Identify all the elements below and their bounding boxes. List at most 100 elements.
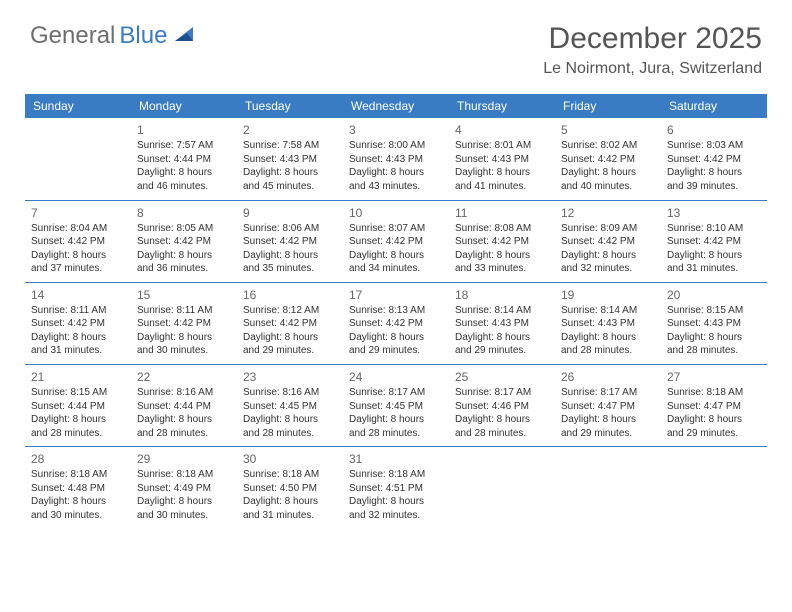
sunset-text: Sunset: 4:42 PM	[137, 317, 231, 331]
day-number: 10	[349, 205, 443, 221]
daylight-text: Daylight: 8 hours	[561, 166, 655, 180]
daylight-text: and 28 minutes.	[137, 427, 231, 441]
daylight-text: and 40 minutes.	[561, 180, 655, 194]
sunrise-text: Sunrise: 8:18 AM	[31, 468, 125, 482]
day-number: 14	[31, 287, 125, 303]
daylight-text: and 30 minutes.	[31, 509, 125, 523]
daylight-text: Daylight: 8 hours	[349, 249, 443, 263]
sunrise-text: Sunrise: 8:09 AM	[561, 222, 655, 236]
sunset-text: Sunset: 4:44 PM	[137, 153, 231, 167]
sunrise-text: Sunrise: 8:04 AM	[31, 222, 125, 236]
day-cell: 3Sunrise: 8:00 AMSunset: 4:43 PMDaylight…	[343, 118, 449, 200]
day-cell: 12Sunrise: 8:09 AMSunset: 4:42 PMDayligh…	[555, 200, 661, 282]
day-cell: 14Sunrise: 8:11 AMSunset: 4:42 PMDayligh…	[25, 282, 131, 364]
day-cell: 10Sunrise: 8:07 AMSunset: 4:42 PMDayligh…	[343, 200, 449, 282]
daylight-text: and 29 minutes.	[349, 344, 443, 358]
day-cell: 15Sunrise: 8:11 AMSunset: 4:42 PMDayligh…	[131, 282, 237, 364]
day-number: 6	[667, 122, 761, 138]
daylight-text: and 45 minutes.	[243, 180, 337, 194]
sunset-text: Sunset: 4:43 PM	[349, 153, 443, 167]
sunrise-text: Sunrise: 8:11 AM	[31, 304, 125, 318]
day-number: 8	[137, 205, 231, 221]
daylight-text: and 32 minutes.	[561, 262, 655, 276]
sunrise-text: Sunrise: 8:18 AM	[667, 386, 761, 400]
sunrise-text: Sunrise: 8:15 AM	[31, 386, 125, 400]
brand-word1: General	[30, 22, 115, 50]
daylight-text: and 28 minutes.	[667, 344, 761, 358]
sunrise-text: Sunrise: 8:05 AM	[137, 222, 231, 236]
daylight-text: Daylight: 8 hours	[667, 166, 761, 180]
sunset-text: Sunset: 4:43 PM	[455, 317, 549, 331]
day-cell: 22Sunrise: 8:16 AMSunset: 4:44 PMDayligh…	[131, 364, 237, 446]
month-title: December 2025	[543, 22, 762, 56]
daylight-text: and 29 minutes.	[667, 427, 761, 441]
daylight-text: Daylight: 8 hours	[137, 495, 231, 509]
daylight-text: and 30 minutes.	[137, 509, 231, 523]
daylight-text: and 31 minutes.	[243, 509, 337, 523]
brand-word2: Blue	[119, 22, 167, 50]
day-number: 1	[137, 122, 231, 138]
day-number: 26	[561, 369, 655, 385]
daylight-text: Daylight: 8 hours	[667, 413, 761, 427]
day-number: 27	[667, 369, 761, 385]
day-number: 20	[667, 287, 761, 303]
sunrise-text: Sunrise: 8:14 AM	[561, 304, 655, 318]
sunrise-text: Sunrise: 8:17 AM	[455, 386, 549, 400]
day-cell: 9Sunrise: 8:06 AMSunset: 4:42 PMDaylight…	[237, 200, 343, 282]
daylight-text: Daylight: 8 hours	[349, 331, 443, 345]
daylight-text: and 29 minutes.	[561, 427, 655, 441]
day-number: 7	[31, 205, 125, 221]
sunrise-text: Sunrise: 8:18 AM	[137, 468, 231, 482]
sunset-text: Sunset: 4:43 PM	[667, 317, 761, 331]
weekday-header: Thursday	[449, 94, 555, 118]
daylight-text: Daylight: 8 hours	[243, 331, 337, 345]
daylight-text: Daylight: 8 hours	[561, 331, 655, 345]
day-number: 23	[243, 369, 337, 385]
sunrise-text: Sunrise: 8:18 AM	[349, 468, 443, 482]
sunrise-text: Sunrise: 8:12 AM	[243, 304, 337, 318]
sunset-text: Sunset: 4:48 PM	[31, 482, 125, 496]
sunrise-text: Sunrise: 8:17 AM	[561, 386, 655, 400]
daylight-text: and 31 minutes.	[31, 344, 125, 358]
day-cell: 30Sunrise: 8:18 AMSunset: 4:50 PMDayligh…	[237, 447, 343, 529]
day-number: 22	[137, 369, 231, 385]
day-number: 29	[137, 451, 231, 467]
daylight-text: and 43 minutes.	[349, 180, 443, 194]
day-cell: 7Sunrise: 8:04 AMSunset: 4:42 PMDaylight…	[25, 200, 131, 282]
daylight-text: Daylight: 8 hours	[455, 331, 549, 345]
daylight-text: Daylight: 8 hours	[243, 495, 337, 509]
sunset-text: Sunset: 4:43 PM	[243, 153, 337, 167]
sunset-text: Sunset: 4:51 PM	[349, 482, 443, 496]
sunrise-text: Sunrise: 8:02 AM	[561, 139, 655, 153]
daylight-text: Daylight: 8 hours	[667, 249, 761, 263]
brand-logo: GeneralBlue	[30, 22, 195, 50]
daylight-text: and 39 minutes.	[667, 180, 761, 194]
day-number: 11	[455, 205, 549, 221]
sunset-text: Sunset: 4:42 PM	[137, 235, 231, 249]
day-number: 24	[349, 369, 443, 385]
daylight-text: and 28 minutes.	[561, 344, 655, 358]
day-cell	[661, 447, 767, 529]
day-cell: 27Sunrise: 8:18 AMSunset: 4:47 PMDayligh…	[661, 364, 767, 446]
sunset-text: Sunset: 4:49 PM	[137, 482, 231, 496]
day-cell: 17Sunrise: 8:13 AMSunset: 4:42 PMDayligh…	[343, 282, 449, 364]
daylight-text: and 46 minutes.	[137, 180, 231, 194]
day-cell	[449, 447, 555, 529]
sunrise-text: Sunrise: 8:14 AM	[455, 304, 549, 318]
day-cell: 24Sunrise: 8:17 AMSunset: 4:45 PMDayligh…	[343, 364, 449, 446]
daylight-text: and 29 minutes.	[455, 344, 549, 358]
day-cell: 20Sunrise: 8:15 AMSunset: 4:43 PMDayligh…	[661, 282, 767, 364]
daylight-text: Daylight: 8 hours	[31, 331, 125, 345]
day-cell: 23Sunrise: 8:16 AMSunset: 4:45 PMDayligh…	[237, 364, 343, 446]
title-block: December 2025 Le Noirmont, Jura, Switzer…	[543, 22, 762, 78]
daylight-text: Daylight: 8 hours	[31, 249, 125, 263]
daylight-text: and 29 minutes.	[243, 344, 337, 358]
sunset-text: Sunset: 4:42 PM	[31, 235, 125, 249]
sunset-text: Sunset: 4:45 PM	[349, 400, 443, 414]
day-cell: 4Sunrise: 8:01 AMSunset: 4:43 PMDaylight…	[449, 118, 555, 200]
daylight-text: Daylight: 8 hours	[243, 249, 337, 263]
header: GeneralBlue December 2025 Le Noirmont, J…	[0, 0, 792, 86]
sunset-text: Sunset: 4:50 PM	[243, 482, 337, 496]
daylight-text: Daylight: 8 hours	[137, 249, 231, 263]
sunset-text: Sunset: 4:42 PM	[31, 317, 125, 331]
